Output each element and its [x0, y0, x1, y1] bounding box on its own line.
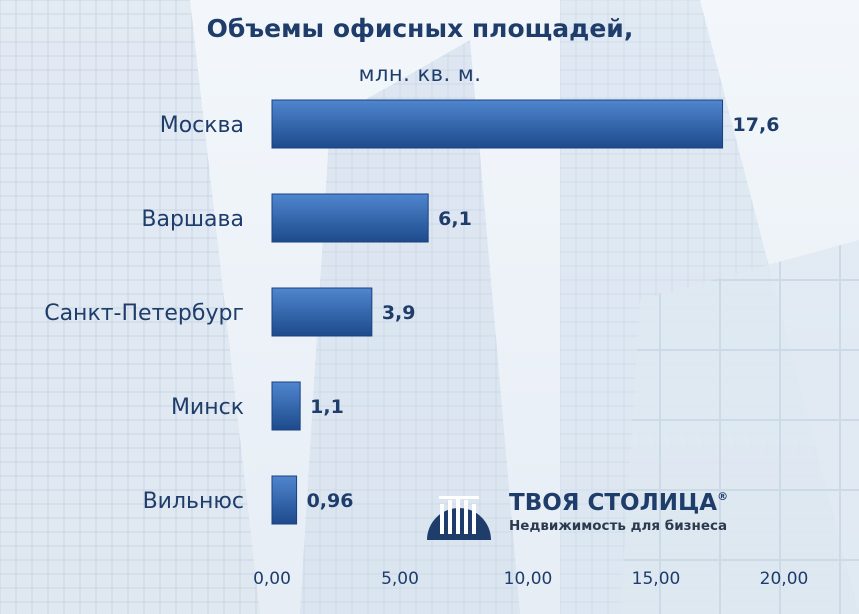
chart-subtitle: млн. кв. м.: [358, 62, 482, 86]
tvoya-stolitsa-logo: ТВОЯ СТОЛИЦА® Недвижимость для бизнеса: [427, 478, 729, 540]
value-label: 0,96: [307, 490, 354, 512]
category-label: Вильнюс: [143, 489, 244, 514]
category-label: Санкт-Петербург: [44, 301, 244, 326]
chart-title: Объемы офисных площадей,: [206, 14, 634, 43]
bar-1: [271, 193, 429, 243]
logo-tagline: Недвижимость для бизнеса: [509, 518, 728, 534]
bar-3: [271, 381, 301, 431]
building-logo-icon: [427, 496, 491, 540]
value-label: 3,9: [382, 302, 416, 324]
logo-name: ТВОЯ СТОЛИЦА®: [509, 490, 729, 516]
x-tick-label: 20,00: [760, 569, 809, 589]
x-tick-label: 15,00: [632, 569, 681, 589]
category-label: Москва: [160, 113, 244, 138]
value-label: 6,1: [438, 208, 472, 230]
x-tick-label: 10,00: [504, 569, 553, 589]
x-tick-label: 0,00: [253, 569, 291, 589]
value-label: 17,6: [733, 114, 780, 136]
bar-2: [271, 287, 373, 337]
category-label: Варшава: [141, 207, 244, 232]
bar-0: [271, 99, 724, 149]
category-label: Минск: [171, 395, 244, 420]
bar-4: [271, 475, 298, 525]
value-label: 1,1: [310, 396, 344, 418]
x-tick-label: 5,00: [381, 569, 419, 589]
